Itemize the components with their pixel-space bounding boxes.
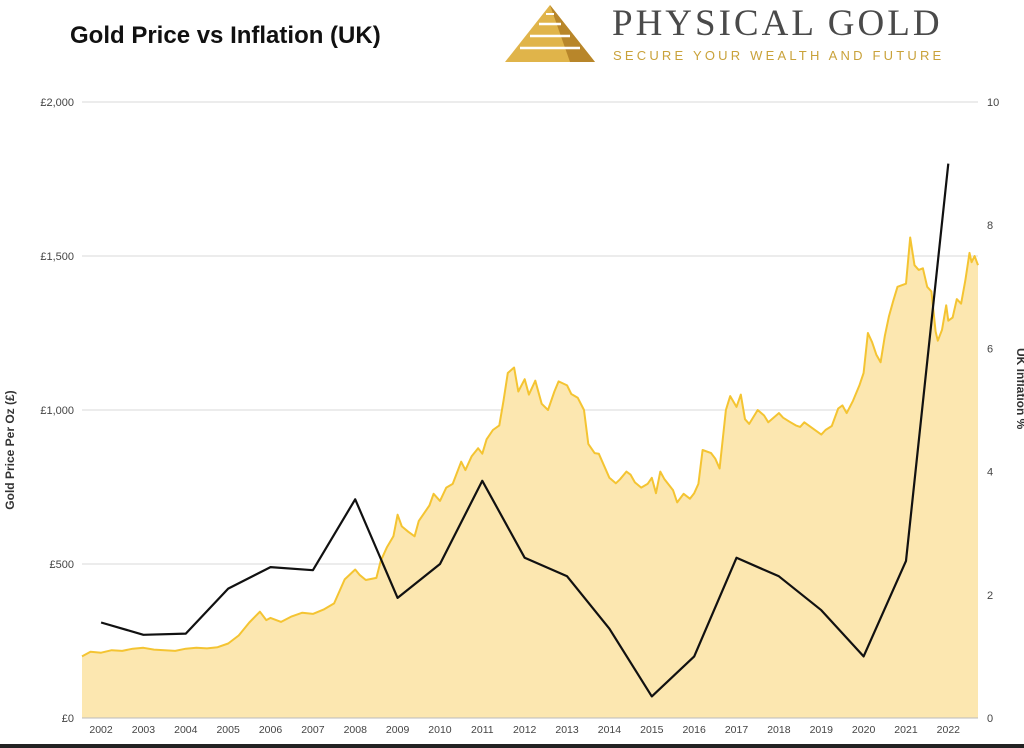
x-tick-label: 2017 bbox=[725, 724, 749, 736]
gold-price-line bbox=[81, 236, 979, 658]
x-tick-label: 2002 bbox=[89, 724, 113, 736]
x-tick-label: 2009 bbox=[386, 724, 410, 736]
gold-price-area-fill bbox=[82, 237, 978, 718]
y-left-tick-label: £1,000 bbox=[40, 405, 74, 417]
x-tick-label: 2006 bbox=[259, 724, 283, 736]
brand-logo: PHYSICAL GOLD SECURE YOUR WEALTH AND FUT… bbox=[500, 0, 980, 72]
x-tick-label: 2019 bbox=[810, 724, 834, 736]
x-tick-label: 2011 bbox=[471, 724, 494, 736]
x-tick-label: 2015 bbox=[640, 724, 664, 736]
x-tick-label: 2021 bbox=[894, 724, 918, 736]
x-tick-label: 2016 bbox=[682, 724, 706, 736]
x-tick-label: 2018 bbox=[767, 724, 791, 736]
y-right-tick-label: 4 bbox=[987, 467, 993, 479]
x-tick-label: 2007 bbox=[301, 724, 325, 736]
x-tick-label: 2014 bbox=[598, 724, 622, 736]
y-left-tick-label: £500 bbox=[50, 559, 74, 571]
x-tick-label: 2003 bbox=[132, 724, 156, 736]
y-left-axis-title: Gold Price Per Oz (£) bbox=[3, 390, 17, 509]
y-right-tick-label: 10 bbox=[987, 97, 999, 109]
x-tick-label: 2012 bbox=[513, 724, 537, 736]
inflation-line bbox=[100, 163, 950, 698]
y-left-tick-label: £2,000 bbox=[40, 97, 74, 109]
x-tick-label: 2013 bbox=[555, 724, 579, 736]
x-tick-label: 2022 bbox=[937, 724, 961, 736]
y-right-tick-label: 0 bbox=[987, 713, 993, 725]
x-tick-label: 2005 bbox=[216, 724, 240, 736]
axes: £0 £500 £1,000 £1,500 £2,000 0 2 4 6 8 10 2002 2003 2… bbox=[3, 97, 1024, 736]
y-right-tick-label: 6 bbox=[987, 343, 993, 355]
pyramid-logo-icon bbox=[505, 5, 595, 62]
y-right-tick-label: 2 bbox=[987, 590, 993, 602]
x-tick-label: 2004 bbox=[174, 724, 198, 736]
x-tick-label: 2020 bbox=[852, 724, 876, 736]
chart-title: Gold Price vs Inflation (UK) bbox=[70, 22, 381, 49]
brand-tagline: SECURE YOUR WEALTH AND FUTURE bbox=[613, 48, 945, 63]
y-left-tick-label: £0 bbox=[62, 713, 74, 725]
bottom-border bbox=[0, 744, 1024, 748]
x-tick-label: 2010 bbox=[428, 724, 452, 736]
x-tick-label: 2008 bbox=[344, 724, 368, 736]
y-right-tick-label: 8 bbox=[987, 220, 993, 232]
y-left-tick-label: £1,500 bbox=[40, 251, 74, 263]
y-right-axis-title: UK Inflation % bbox=[1014, 348, 1024, 430]
gold-price-area bbox=[81, 236, 979, 718]
brand-name: PHYSICAL GOLD bbox=[612, 3, 943, 44]
